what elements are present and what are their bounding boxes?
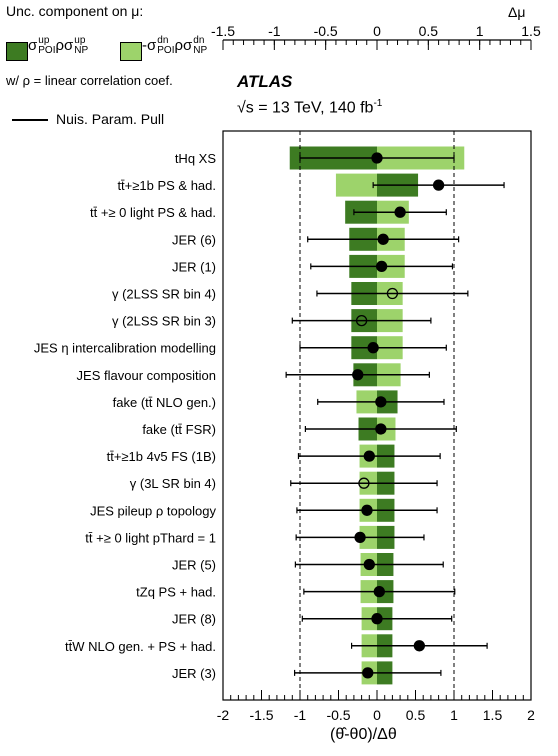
top-tick-label: 1.5: [521, 23, 541, 39]
impact-bar-down: [335, 173, 377, 197]
pull-marker: [362, 667, 374, 679]
pull-marker: [367, 342, 379, 354]
pull-marker: [394, 206, 406, 218]
bottom-tick-label: -0.5: [326, 707, 350, 723]
parameter-label: γ (2LSS SR bin 3): [112, 314, 216, 329]
bottom-tick-label: -1.5: [249, 707, 273, 723]
legend-up-label: σup POIρσup NP: [28, 35, 89, 56]
pull-marker: [352, 369, 364, 381]
legend-down-label: -σdn POIρσdn NP: [142, 35, 208, 56]
pull-marker: [375, 260, 388, 273]
top-tick-label: 1: [476, 23, 484, 39]
bottom-tick-label: 0.5: [406, 707, 426, 723]
top-tick-label: 0: [373, 23, 381, 39]
legend-up-swatch: [6, 42, 28, 61]
pull-marker: [375, 396, 387, 408]
parameter-label: fake (tt̄ NLO gen.): [113, 395, 216, 410]
pull-marker: [363, 450, 375, 462]
parameter-label: JER (5): [172, 558, 216, 573]
parameter-label: tHq XS: [175, 151, 217, 166]
parameter-label: γ (3L SR bin 4): [130, 476, 216, 491]
pull-marker: [354, 531, 366, 544]
bottom-tick-label: 2: [527, 707, 535, 723]
legend-pull-line: [12, 119, 48, 121]
parameter-label: γ (2LSS SR bin 4): [112, 287, 216, 302]
bottom-tick-label: 1.5: [483, 707, 503, 723]
parameter-label: tt̄ +≥ 0 light pThard = 1: [85, 530, 216, 545]
parameter-label: JER (3): [172, 666, 216, 681]
parameter-label: JES η intercalibration modelling: [34, 341, 216, 356]
bottom-tick-label: 1: [450, 707, 458, 723]
bottom-tick-label: -2: [217, 707, 230, 723]
bottom-tick-label: 0: [373, 707, 381, 723]
top-axis-title: Δμ: [508, 4, 526, 20]
parameter-label: JER (1): [172, 259, 216, 274]
pull-marker: [413, 640, 426, 652]
pull-marker: [432, 179, 445, 191]
pull-marker: [373, 585, 385, 598]
legend-correlation-note: w/ ρ = linear correlation coef.: [6, 73, 173, 88]
parameter-label: tZq PS + had.: [136, 585, 216, 600]
pull-marker: [363, 558, 375, 571]
parameter-label: JES pileup ρ topology: [90, 503, 216, 518]
parameter-label: JER (8): [172, 612, 216, 627]
parameter-label: tt̄+≥1b 4v5 FS (1B): [107, 449, 216, 464]
pull-marker: [377, 233, 389, 245]
pull-marker: [371, 152, 383, 164]
energy-lumi-label: √s = 13 TeV, 140 fb-1: [237, 98, 383, 117]
parameter-label: JES flavour composition: [77, 368, 216, 383]
bottom-tick-label: -1: [294, 707, 307, 723]
pull-marker-open: [386, 287, 399, 300]
pull-marker-open: [355, 314, 368, 327]
parameter-label: JER (6): [172, 232, 216, 247]
parameter-label: tt̄ +≥ 0 light PS & had.: [90, 205, 216, 220]
legend-title: Unc. component on μ:: [6, 3, 144, 19]
parameter-label: tt̄W NLO gen. + PS + had.: [65, 639, 216, 654]
top-tick-label: -0.5: [314, 23, 338, 39]
parameter-label: tt̄+≥1b PS & had.: [117, 178, 216, 193]
pull-marker: [375, 423, 387, 435]
parameter-label: fake (tt̄ FSR): [142, 422, 216, 437]
top-tick-label: -1: [268, 23, 281, 39]
legend-pull-label: Nuis. Param. Pull: [56, 111, 165, 127]
pull-marker: [371, 613, 383, 625]
pull-marker: [361, 504, 373, 516]
pull-marker-open: [358, 477, 370, 489]
bottom-axis-title: (θ̂-θ0)/Δθ: [330, 726, 397, 743]
top-tick-label: 0.5: [419, 23, 439, 39]
legend-down-swatch: [120, 42, 142, 61]
atlas-label: ATLAS: [237, 72, 293, 91]
top-tick-label: -1.5: [211, 23, 235, 39]
